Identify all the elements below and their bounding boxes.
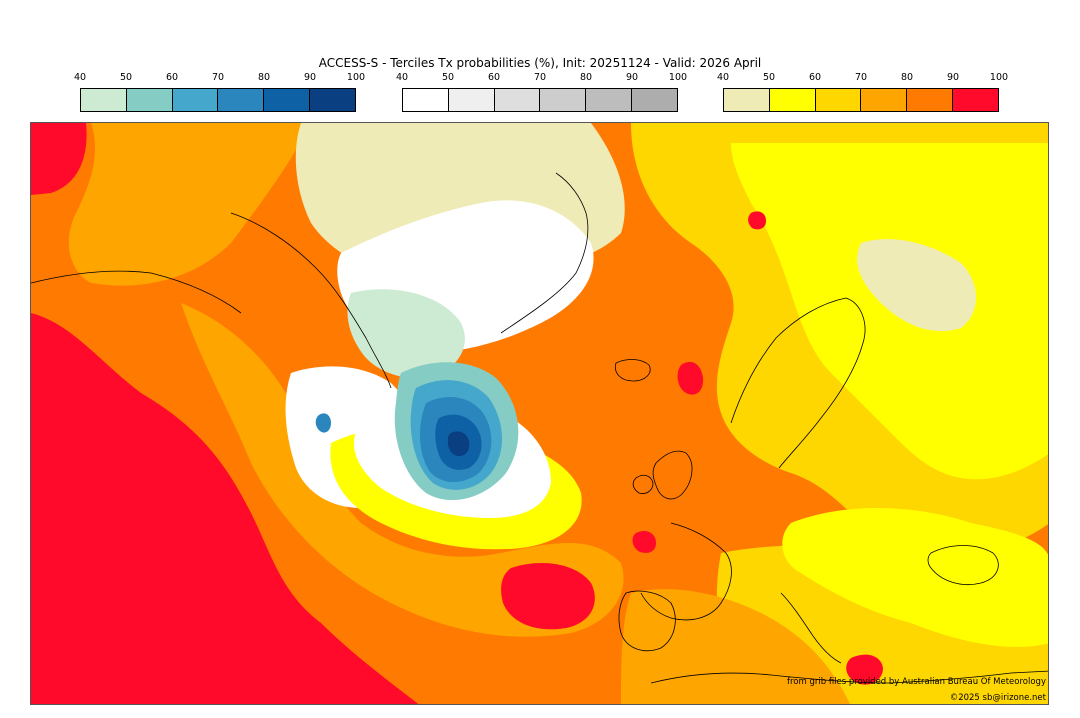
legend-colorbar — [402, 88, 678, 112]
orange-band-northwest — [68, 123, 312, 286]
green-region-cold-outer — [347, 289, 465, 378]
legend-ticks: 40 50 60 70 80 90 100 — [74, 72, 365, 84]
legend-swatch — [403, 89, 449, 111]
legend-above-normal: 40 50 60 70 80 90 100 — [717, 72, 1008, 114]
probability-map — [30, 122, 1049, 705]
legend-tick: 40 — [716, 72, 730, 83]
legend-swatch — [953, 89, 998, 111]
legend-tick: 80 — [579, 72, 593, 83]
legend-tick: 70 — [854, 72, 868, 83]
legend-ticks: 40 50 60 70 80 90 100 — [717, 72, 1008, 84]
red-spot-iberia — [501, 563, 595, 630]
credit-copyright: ©2025 sb@irizone.net — [949, 693, 1046, 703]
legend-swatch — [861, 89, 908, 111]
legend-tick: 50 — [762, 72, 776, 83]
coastline-scandinavia — [730, 297, 866, 469]
legend-swatch — [540, 89, 587, 111]
legend-below-normal: 40 50 60 70 80 90 100 — [74, 72, 365, 114]
coastline-greenland — [500, 172, 589, 334]
red-spot-france — [632, 531, 656, 553]
coastline-africa-north — [650, 670, 1048, 684]
coastline-british-isles — [652, 450, 693, 500]
coastline-iberia — [618, 590, 676, 652]
legend-colorbar — [80, 88, 356, 112]
coastline-iceland — [614, 359, 651, 382]
legend-swatch — [310, 89, 355, 111]
pale-region-russia — [857, 239, 976, 332]
coastline-ireland — [632, 474, 654, 494]
legend-swatch — [218, 89, 265, 111]
coastline-black-sea — [927, 545, 999, 585]
legend-swatch — [907, 89, 954, 111]
orange-band-central-atlantic — [181, 303, 624, 637]
legend-swatch — [448, 89, 495, 111]
legend-tick: 90 — [946, 72, 960, 83]
legend-tick: 50 — [441, 72, 455, 83]
coastline-europe-west — [640, 522, 732, 621]
red-region-northwest — [31, 123, 87, 195]
red-region-west-atlantic — [31, 313, 419, 704]
legend-swatch — [81, 89, 127, 111]
red-spot-norwegian-sea — [677, 361, 704, 395]
coastlines — [31, 172, 1048, 684]
legend-tick: 90 — [625, 72, 639, 83]
legend-tick: 80 — [900, 72, 914, 83]
legend-tick: 50 — [119, 72, 133, 83]
legend-tick: 40 — [395, 72, 409, 83]
legend-colorbar — [723, 88, 999, 112]
coastline-italy — [780, 592, 842, 664]
red-spot-north-europe — [748, 211, 766, 230]
legend-tick: 60 — [165, 72, 179, 83]
legend-swatch — [264, 89, 311, 111]
legend-tick: 100 — [668, 72, 688, 83]
legend-tick: 40 — [73, 72, 87, 83]
blue-spot-labrador — [315, 413, 331, 433]
red-spot-north-africa — [846, 654, 883, 685]
coastline-north-america — [31, 270, 242, 314]
legend-tick: 100 — [989, 72, 1009, 83]
yellow-region-balkans — [782, 508, 1048, 647]
coastline-canada-arctic — [230, 212, 392, 389]
legend-tick: 70 — [533, 72, 547, 83]
credit-source: from grib files provided by Australian B… — [786, 677, 1046, 687]
legend-swatch — [769, 89, 816, 111]
legend-tick: 70 — [211, 72, 225, 83]
legend-swatch — [172, 89, 219, 111]
legend-swatch — [815, 89, 862, 111]
legend-tick: 60 — [808, 72, 822, 83]
chart-title: ACCESS-S - Terciles Tx probabilities (%)… — [318, 56, 762, 70]
legend-swatch — [586, 89, 633, 111]
navy-core-cold — [447, 431, 470, 457]
yellow-region-scandinavia — [731, 143, 1048, 480]
legend-tick: 60 — [487, 72, 501, 83]
legend-tick: 90 — [303, 72, 317, 83]
legend-tick: 100 — [346, 72, 366, 83]
legend-tick: 80 — [257, 72, 271, 83]
legend-swatch — [724, 89, 770, 111]
legend-near-normal: 40 50 60 70 80 90 100 — [396, 72, 687, 114]
legend-ticks: 40 50 60 70 80 90 100 — [396, 72, 687, 84]
legend-swatch — [126, 89, 173, 111]
orange-region-mediterranean — [621, 589, 851, 704]
legend-swatch — [632, 89, 677, 111]
legend-swatch — [494, 89, 541, 111]
